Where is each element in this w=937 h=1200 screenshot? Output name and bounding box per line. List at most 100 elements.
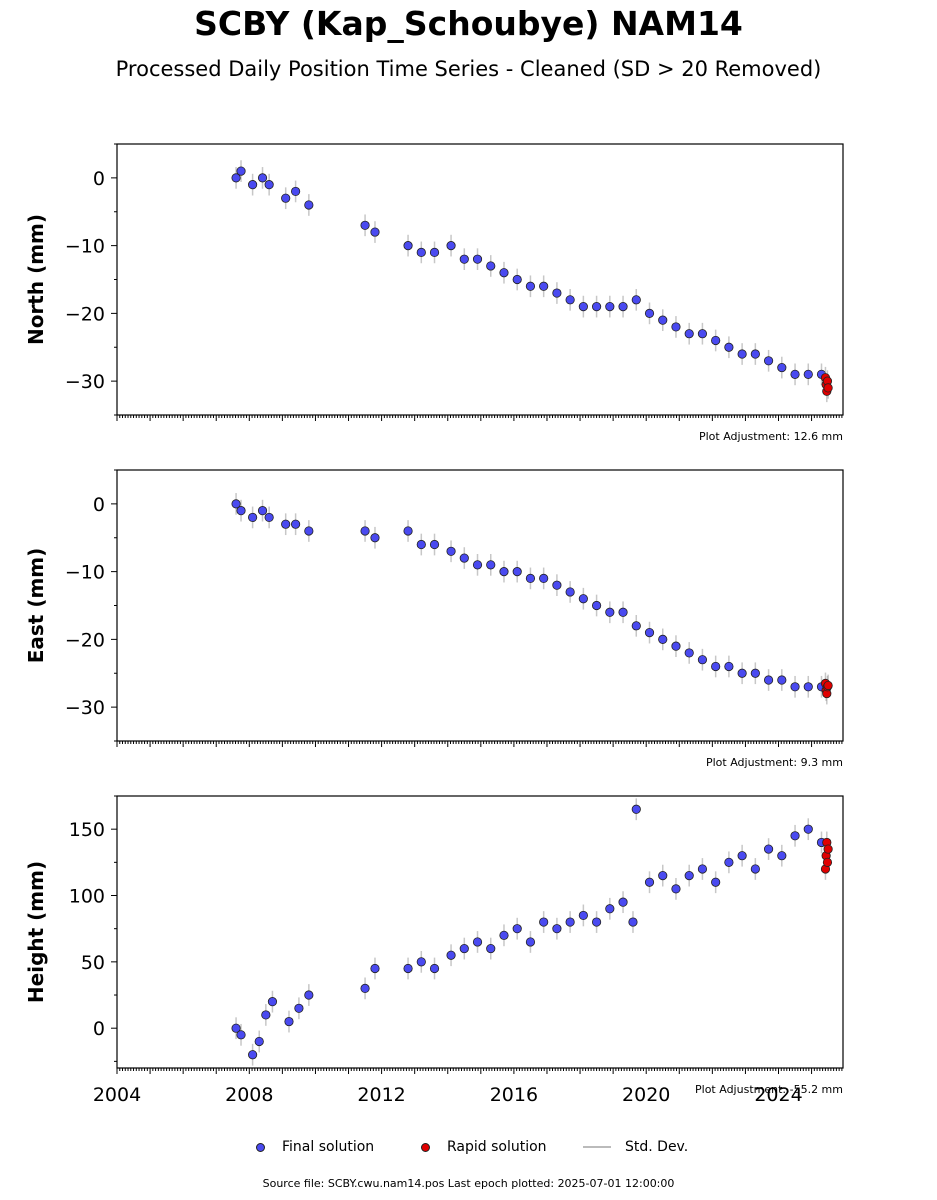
- y-tick-label: −20: [65, 629, 105, 651]
- final-solution-point: [565, 587, 575, 597]
- final-solution-point: [697, 655, 708, 665]
- y-axis-label: Height (mm): [24, 861, 48, 1003]
- y-tick-label: −30: [65, 371, 105, 393]
- final-solution-point: [790, 831, 800, 841]
- final-solution-point: [403, 963, 413, 974]
- final-solution-point: [472, 560, 483, 570]
- y-axis-label: East (mm): [24, 548, 48, 664]
- final-solution-point: [459, 254, 469, 264]
- final-solution-point: [360, 526, 370, 536]
- final-solution-point: [671, 884, 681, 894]
- final-solution-point: [304, 200, 314, 210]
- plot-frame-1: [116, 469, 844, 742]
- final-solution-point: [264, 180, 274, 190]
- final-solution-point: [261, 1010, 271, 1020]
- final-solution-point: [486, 261, 496, 271]
- final-solution-point: [291, 186, 301, 197]
- final-solution-point: [539, 281, 549, 291]
- final-solution-point: [429, 963, 440, 974]
- plot-frame-2: [116, 795, 844, 1069]
- final-solution-point: [257, 506, 268, 516]
- final-solution-point: [304, 990, 314, 1000]
- final-solution-point: [446, 950, 456, 960]
- final-solution-point: [591, 600, 602, 611]
- final-solution-point: [248, 1050, 258, 1060]
- final-solution-point: [499, 268, 509, 278]
- final-solution-point: [605, 904, 615, 914]
- final-solution-point: [658, 315, 668, 325]
- final-solution-point: [539, 917, 549, 927]
- final-solution-point: [697, 329, 708, 339]
- final-solution-point: [360, 220, 370, 230]
- y-tick-label: −30: [65, 697, 105, 719]
- final-solution-point: [618, 897, 628, 907]
- final-solution-point: [486, 943, 496, 954]
- final-solution-point: [565, 917, 575, 927]
- rapid-solution-point: [822, 857, 833, 867]
- final-solution-point: [628, 917, 638, 927]
- rapid-solution-point: [823, 844, 833, 854]
- final-solution-point: [254, 1036, 264, 1047]
- final-solution-point: [684, 648, 694, 658]
- final-solution-point: [257, 173, 268, 183]
- y-tick-label: 50: [81, 952, 105, 974]
- final-solution-point: [777, 675, 787, 685]
- final-solution-point: [512, 924, 522, 934]
- final-solution-point: [281, 193, 291, 203]
- x-tick-label: 2004: [93, 1084, 141, 1106]
- final-solution-point: [231, 1023, 241, 1033]
- y-tick-label: −20: [65, 303, 105, 325]
- final-solution-point: [697, 864, 708, 874]
- legend-item-final: Final solution: [256, 1137, 374, 1157]
- final-solution-point: [618, 301, 628, 312]
- final-solution-point: [750, 668, 760, 678]
- x-tick-label: 2024: [754, 1084, 802, 1106]
- y-tick-label: −10: [65, 236, 105, 258]
- final-solution-point: [231, 173, 241, 183]
- final-solution-point: [416, 539, 426, 550]
- final-solution-point: [763, 844, 774, 854]
- final-solution-point: [644, 627, 655, 638]
- final-solution-point: [591, 301, 602, 312]
- final-solution-point: [267, 997, 278, 1007]
- final-solution-point: [711, 661, 721, 672]
- final-solution-point: [671, 322, 681, 332]
- chart-subtitle: Processed Daily Position Time Series - C…: [115, 57, 822, 81]
- final-solution-point: [631, 804, 641, 814]
- final-solution-point: [291, 519, 301, 529]
- final-solution-point: [236, 506, 246, 516]
- final-solution-point: [605, 301, 615, 312]
- final-solution-point: [711, 335, 721, 346]
- final-solution-point: [644, 308, 655, 318]
- final-solution-point: [684, 871, 694, 881]
- final-solution-point: [605, 607, 615, 617]
- final-solution-point: [429, 539, 440, 550]
- legend: Final solution Rapid solution Std. Dev.: [0, 1137, 937, 1157]
- final-solution-point: [803, 824, 813, 834]
- x-tick-label: 2012: [357, 1084, 405, 1106]
- final-solution-point: [512, 567, 522, 577]
- final-solution-point: [370, 963, 380, 974]
- y-axis-label: North (mm): [24, 214, 48, 345]
- final-solution-point: [618, 607, 628, 617]
- legend-final-marker: [256, 1142, 265, 1152]
- legend-item-rapid: Rapid solution: [421, 1137, 547, 1157]
- final-solution-point: [304, 526, 314, 536]
- final-solution-point: [403, 526, 413, 536]
- final-solution-point: [459, 943, 469, 954]
- final-solution-point: [711, 877, 721, 887]
- final-solution-point: [763, 675, 774, 685]
- plot-adjustment-note: Plot Adjustment: 12.6 mm: [699, 430, 843, 443]
- final-solution-point: [525, 281, 536, 291]
- final-solution-point: [472, 937, 483, 947]
- final-solution-point: [777, 362, 787, 373]
- final-solution-point: [724, 661, 734, 672]
- final-solution-point: [264, 512, 274, 523]
- legend-rapid-marker: [421, 1142, 430, 1152]
- final-solution-point: [429, 247, 440, 257]
- final-solution-point: [525, 937, 536, 947]
- final-solution-point: [803, 682, 813, 692]
- final-solution-point: [370, 227, 380, 237]
- final-solution-point: [231, 499, 241, 509]
